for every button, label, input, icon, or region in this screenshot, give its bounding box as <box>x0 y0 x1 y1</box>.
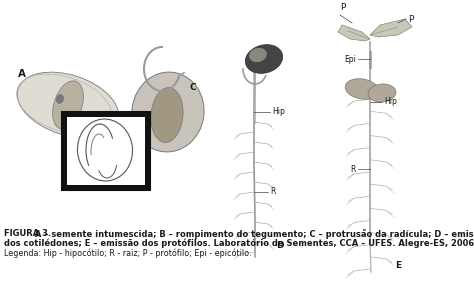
Text: dos cotilédones; E – emissão dos protófilos. Laboratório de Sementes, CCA – UFES: dos cotilédones; E – emissão dos protófi… <box>4 239 474 249</box>
Ellipse shape <box>345 79 379 99</box>
Text: A – semente intumescida; B – rompimento do tegumento; C – protrusão da radícula: A – semente intumescida; B – rompimento … <box>32 229 474 239</box>
Ellipse shape <box>53 81 83 129</box>
Text: E: E <box>395 261 401 269</box>
Text: R: R <box>351 164 356 174</box>
Text: B: B <box>135 177 141 187</box>
Text: P: P <box>408 15 413 24</box>
Ellipse shape <box>245 44 283 73</box>
Ellipse shape <box>17 72 119 138</box>
Text: P: P <box>340 3 346 12</box>
Text: R: R <box>270 187 275 197</box>
Ellipse shape <box>151 88 183 142</box>
Text: A: A <box>18 69 26 79</box>
Text: Epi: Epi <box>344 55 356 63</box>
Polygon shape <box>338 25 370 41</box>
Ellipse shape <box>132 72 204 152</box>
Text: Hip: Hip <box>384 98 397 106</box>
Text: C: C <box>190 82 196 92</box>
Text: Hip: Hip <box>272 108 285 117</box>
Text: Legenda: Hip - hipocótilo; R - raiz; P - protófilo; Epi - epicótilo.: Legenda: Hip - hipocótilo; R - raiz; P -… <box>4 249 252 259</box>
Text: FIGURA 3.: FIGURA 3. <box>4 229 51 238</box>
Ellipse shape <box>249 48 267 62</box>
Bar <box>67 117 145 185</box>
Text: D: D <box>276 241 284 249</box>
Polygon shape <box>370 19 412 37</box>
Ellipse shape <box>368 84 396 102</box>
Ellipse shape <box>56 95 64 103</box>
Bar <box>62 112 150 190</box>
